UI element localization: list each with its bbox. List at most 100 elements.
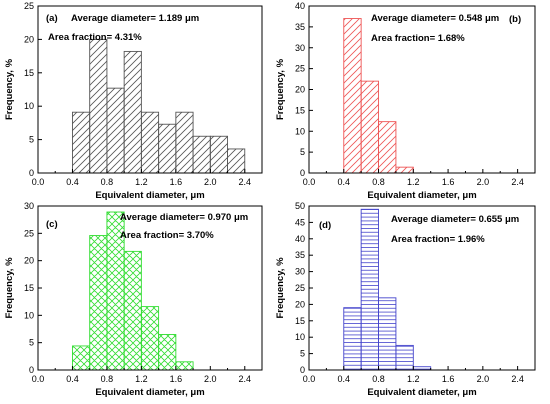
y-tick-label: 10 <box>24 101 34 111</box>
y-tick-label: 5 <box>29 135 34 145</box>
x-tick-label: 0.4 <box>338 177 351 187</box>
x-tick-label: 1.2 <box>407 374 420 384</box>
y-tick-label: 40 <box>295 234 305 244</box>
y-axis-title: Frequency, % <box>4 58 15 120</box>
histogram-bar <box>343 18 362 174</box>
x-axis-title: Equivalent diameter, μm <box>367 190 476 201</box>
panel-a: 0.0 0.4 0.8 1.2 1.6 2.0 2.4 0 5 10 15 20 25 Equivalen… <box>4 1 263 201</box>
histogram-bar <box>360 80 379 174</box>
histogram-bar <box>378 121 397 174</box>
panel-b: 0.0 0.4 0.8 1.2 1.6 2.0 2.4 0 5 10 15 20 25 30 35 40 Equ… <box>275 1 536 201</box>
y-tick-label: 20 <box>24 34 34 44</box>
area-fraction-label: Area fraction= 3.70% <box>120 230 214 241</box>
x-tick-label: 0.8 <box>372 374 385 384</box>
x-tick-label: 1.6 <box>442 177 455 187</box>
x-tick-label: 2.0 <box>477 177 490 187</box>
x-tick-label: 2.4 <box>239 177 252 187</box>
y-tick-label: 10 <box>295 126 305 136</box>
x-tick-label: 0.0 <box>303 177 316 187</box>
y-axis-title: Frequency, % <box>275 58 286 120</box>
histogram-bar <box>158 123 177 174</box>
y-tick-label: 40 <box>295 1 305 11</box>
x-tick-label: 2.4 <box>239 374 252 384</box>
y-tick-label: 35 <box>295 250 305 260</box>
histogram-bar <box>140 111 160 174</box>
y-tick-label: 10 <box>295 332 305 342</box>
y-tick-label: 20 <box>295 299 305 309</box>
y-tick-label: 50 <box>295 201 305 211</box>
average-diameter-label: Average diameter= 0.548 μm <box>371 13 499 24</box>
y-tick-label: 5 <box>29 338 34 348</box>
y-tick-label: 5 <box>300 349 305 359</box>
y-tick-label: 15 <box>24 68 34 78</box>
histogram-bar <box>360 208 379 371</box>
x-tick-label: 0.0 <box>32 374 45 384</box>
panel-d: 0.0 0.4 0.8 1.2 1.6 2.0 2.4 0 5 10 15 20 25 30 35 40 45 5… <box>275 201 536 398</box>
y-tick-label: 30 <box>295 267 305 277</box>
y-tick-label: 0 <box>29 365 34 375</box>
y-axis-title: Frequency, % <box>275 257 286 319</box>
y-tick-label: 45 <box>295 217 305 227</box>
y-tick-label: 30 <box>24 201 34 211</box>
x-axis-title: Equivalent diameter, μm <box>95 190 204 201</box>
x-tick-label: 0.4 <box>66 374 79 384</box>
x-tick-label: 1.2 <box>135 177 148 187</box>
histogram-bar <box>395 166 414 174</box>
x-tick-label: 0.0 <box>32 177 45 187</box>
x-tick-label: 0.4 <box>66 177 79 187</box>
panel-label: (c) <box>46 219 58 230</box>
plot-frame <box>308 205 536 371</box>
average-diameter-label: Average diameter= 0.655 μm <box>391 214 519 225</box>
x-tick-label: 2.0 <box>204 177 217 187</box>
histogram-bar <box>395 344 414 371</box>
histogram-bar <box>192 135 211 174</box>
average-diameter-label: Average diameter= 0.970 μm <box>120 212 248 223</box>
histogram-bar <box>72 111 91 174</box>
y-tick-label: 15 <box>295 316 305 326</box>
average-diameter-label: Average diameter= 1.189 μm <box>71 13 199 24</box>
histogram-bar <box>343 307 362 371</box>
panel-c: 0.0 0.4 0.8 1.2 1.6 2.0 2.4 0 5 10 15 20 25 30 Equival… <box>4 201 263 398</box>
y-tick-label: 35 <box>295 22 305 32</box>
y-tick-label: 10 <box>24 310 34 320</box>
x-tick-label: 1.6 <box>170 374 183 384</box>
y-tick-label: 25 <box>295 283 305 293</box>
panel-label: (b) <box>509 14 521 25</box>
x-tick-label: 2.0 <box>204 374 217 384</box>
panel-label: (a) <box>46 13 58 24</box>
x-tick-label: 2.4 <box>511 177 524 187</box>
histogram-bar <box>123 250 142 371</box>
plot-frame <box>37 5 263 174</box>
y-tick-label: 15 <box>295 105 305 115</box>
area-fraction-label: Area fraction= 1.68% <box>371 33 465 44</box>
x-tick-label: 1.2 <box>407 177 420 187</box>
x-axis-title: Equivalent diameter, μm <box>367 387 476 398</box>
y-tick-label: 5 <box>300 147 305 157</box>
x-tick-label: 1.2 <box>135 374 148 384</box>
x-tick-label: 2.0 <box>477 374 490 384</box>
x-tick-label: 0.8 <box>101 177 114 187</box>
x-tick-label: 2.4 <box>511 374 524 384</box>
y-tick-label: 20 <box>295 85 305 95</box>
histogram-bar <box>175 111 194 174</box>
x-tick-label: 0.4 <box>338 374 351 384</box>
histogram-bar <box>89 38 108 174</box>
area-fraction-label: Area fraction= 1.96% <box>391 234 485 245</box>
y-axis-title: Frequency, % <box>4 257 15 319</box>
y-tick-label: 30 <box>295 43 305 53</box>
x-tick-label: 0.8 <box>101 374 114 384</box>
histogram-bar <box>89 235 108 371</box>
y-tick-label: 0 <box>300 168 305 178</box>
area-fraction-label: Area fraction= 4.31% <box>48 32 142 43</box>
x-tick-label: 1.6 <box>442 374 455 384</box>
y-tick-label: 15 <box>24 283 34 293</box>
histogram-bar <box>227 148 246 174</box>
y-tick-label: 25 <box>24 1 34 11</box>
histogram-bar <box>72 345 91 371</box>
histogram-bar <box>158 334 177 371</box>
histogram-bar <box>123 50 142 174</box>
y-tick-label: 25 <box>24 228 34 238</box>
histogram-bar <box>175 361 194 371</box>
plot-frame <box>308 5 536 174</box>
